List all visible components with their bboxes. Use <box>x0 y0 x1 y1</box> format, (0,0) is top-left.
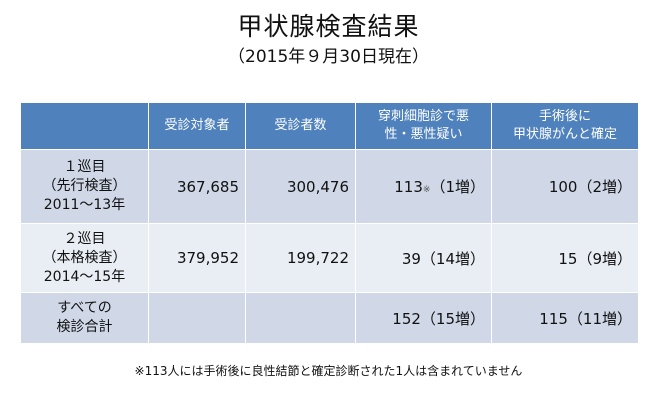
header-suspected: 穿刺細胞診で悪 性・悪性疑い <box>355 102 492 150</box>
row-label-line2: （本格検査） <box>42 249 127 266</box>
row-label-line1: ２巡目 <box>63 230 106 247</box>
table-row-second-round: ２巡目 （本格検査） 2014～15年 379,952 199,722 39（1… <box>20 223 639 293</box>
row-label-line3: 2011～13年 <box>43 197 126 213</box>
row-label: ２巡目 （本格検査） 2014～15年 <box>20 223 149 293</box>
page-title: 甲状腺検査結果 <box>237 12 420 41</box>
cell-suspected-increase: （1増） <box>430 178 485 196</box>
page-subtitle: （2015年９月30日現在） <box>228 47 429 67</box>
cell-suspected-value: 113 <box>394 178 423 196</box>
header-confirmed-line1: 手術後に <box>538 109 591 124</box>
header-suspected-line2: 性・悪性疑い <box>384 127 463 142</box>
cell-confirmed: 115（11増） <box>491 292 639 344</box>
header-examinees: 受診者数 <box>245 102 356 150</box>
cell-examinees: 300,476 <box>245 149 356 224</box>
cell-targets <box>148 292 246 344</box>
header-confirmed-line2: 甲状腺がんと確定 <box>512 127 617 142</box>
footnote: ※113人には手術後に良性結節と確定診断された1人は含まれていません <box>134 364 523 378</box>
row-label-line1: １巡目 <box>63 159 106 175</box>
row-label-line2: 検診合計 <box>56 319 113 335</box>
row-label-line2: （先行検査） <box>42 178 127 194</box>
cell-confirmed: 15（9増） <box>491 223 639 293</box>
table-row-first-round: １巡目 （先行検査） 2011～13年 367,685 300,476 113※… <box>20 149 639 224</box>
cell-suspected: 152（15増） <box>355 292 492 344</box>
header-blank <box>20 102 149 150</box>
row-label: １巡目 （先行検査） 2011～13年 <box>20 149 149 224</box>
table-header-row: 受診対象者 受診者数 穿刺細胞診で悪 性・悪性疑い 手術後に 甲状腺がんと確定 <box>20 102 639 150</box>
cell-targets: 367,685 <box>148 149 246 224</box>
row-label: すべての 検診合計 <box>20 292 149 344</box>
header-suspected-line1: 穿刺細胞診で悪 <box>377 109 469 124</box>
cell-examinees <box>245 292 356 344</box>
header-targets: 受診対象者 <box>148 102 246 150</box>
table-row-total: すべての 検診合計 152（15増） 115（11増） <box>20 292 639 344</box>
cell-suspected: 39（14増） <box>355 223 492 293</box>
cell-confirmed: 100（2増） <box>491 149 639 224</box>
footnote-mark: ※ <box>422 185 431 195</box>
cell-examinees: 199,722 <box>245 223 356 293</box>
row-label-line1: すべての <box>57 300 112 316</box>
cell-suspected: 113※（1増） <box>355 149 492 224</box>
results-table: 受診対象者 受診者数 穿刺細胞診で悪 性・悪性疑い 手術後に 甲状腺がんと確定 … <box>20 102 639 344</box>
cell-targets: 379,952 <box>148 223 246 293</box>
row-label-line3: 2014～15年 <box>43 268 126 285</box>
header-confirmed: 手術後に 甲状腺がんと確定 <box>491 102 639 150</box>
